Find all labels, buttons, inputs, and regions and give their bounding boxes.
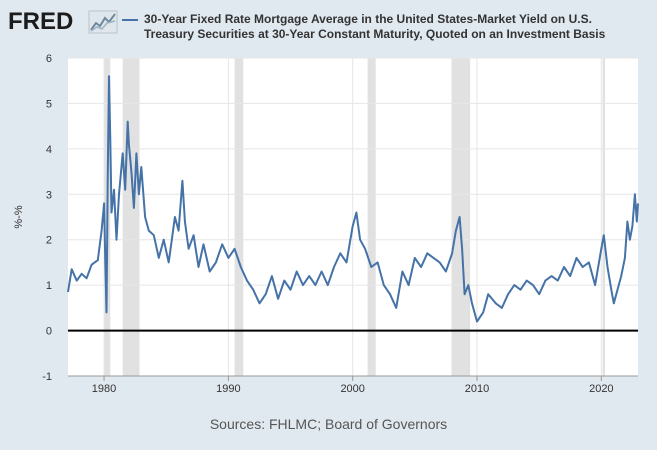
- logo-text: FRED: [8, 8, 74, 35]
- x-tick-label: 2020: [589, 383, 613, 395]
- legend-series-label: 30-Year Fixed Rate Mortgage Average in t…: [144, 12, 606, 41]
- legend-swatch: [122, 19, 138, 21]
- y-axis-label: %-%: [13, 205, 25, 228]
- fred-logo[interactable]: FRED: [8, 8, 118, 40]
- x-tick-label: 2010: [465, 383, 489, 395]
- recession-band-5: [602, 58, 606, 376]
- x-tick-label: 2000: [340, 383, 364, 395]
- recession-band-2: [234, 58, 244, 376]
- series-line-0: [67, 75, 639, 323]
- source-text: Sources: FHLMC; Board of Governors: [209, 416, 448, 432]
- y-tick-label: 5: [46, 98, 52, 110]
- recession-band-4: [451, 58, 471, 376]
- x-tick-label: 1990: [216, 383, 240, 395]
- y-tick-label: 0: [46, 326, 52, 338]
- y-tick-label: 6: [46, 53, 52, 65]
- y-tick-label: 2: [46, 235, 52, 247]
- y-tick-label: 3: [46, 189, 52, 201]
- x-tick-label: 1980: [92, 383, 116, 395]
- chart-legend: 30-Year Fixed Rate Mortgage Average in t…: [122, 12, 644, 42]
- recession-band-3: [367, 58, 376, 376]
- recession-band-1: [122, 58, 140, 376]
- line-chart-icon: [88, 10, 118, 34]
- y-tick-label: 1: [46, 280, 52, 292]
- y-tick-label: -1: [42, 371, 52, 383]
- y-tick-label: 4: [46, 144, 52, 156]
